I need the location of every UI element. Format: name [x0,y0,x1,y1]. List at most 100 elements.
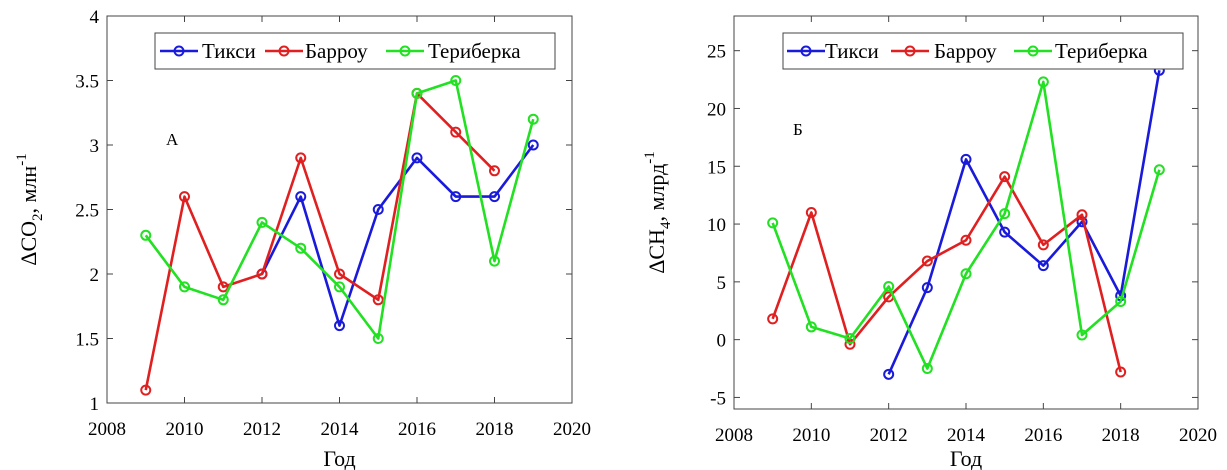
legend: Тикси Барроу Териберка [782,32,1184,70]
data-point [527,139,539,151]
legend-label: Тикси [825,39,879,63]
data-point [999,226,1011,238]
y-tick-label: 1 [90,394,100,415]
data-point [1076,209,1088,221]
data-point [527,113,539,125]
data-point [883,368,895,380]
data-point [921,363,933,375]
data-point [334,281,345,293]
series-3 [767,76,1165,375]
y-tick-label: 25 [707,42,726,63]
y-axis-label-unit: , млрд [644,164,669,222]
data-point [1037,76,1049,88]
chart-panel-2: 2008 2010 2012 2014 2016 2018 2020 -5 0 5 10 15 20 25… [642,15,1217,470]
y-axis-label: ΔCH4, млрд-1 [642,151,674,274]
y-tick-label: 1.5 [75,330,99,351]
data-point [883,280,895,292]
x-tick-label: 2012 [870,425,908,446]
legend: Тикси Барроу Териберка [154,32,556,70]
series-3 [140,75,539,344]
legend-swatch-marker [278,45,290,57]
legend-item: Териберка [1014,39,1148,63]
data-point [1115,366,1127,378]
x-tick-label: 2008 [715,425,753,446]
y-tick-label: 2 [90,265,100,286]
data-point [921,282,933,294]
y-tick-label: 3.5 [75,72,99,93]
data-point [295,242,307,254]
chart-panel-1: 2008 2010 2012 2014 2016 2018 2020 1 1.5 2 2.5 3 3.5… [14,7,591,470]
y-tick-label: 15 [707,157,726,178]
data-point [1037,260,1049,272]
data-point [179,281,190,293]
y-axis-label-base: ΔCO [16,221,41,266]
panel-label: Б [793,120,803,139]
data-point [921,255,933,267]
x-tick-label: 2020 [553,419,591,440]
data-point [844,332,856,344]
legend-label: Териберка [428,39,521,63]
legend-item: Тикси [160,39,256,63]
data-point [805,321,817,333]
x-tick-label: 2014 [947,425,986,446]
data-point [140,229,152,241]
series-line [144,79,535,340]
legend-item: Тикси [787,39,879,63]
legend-item: Барроу [891,39,997,63]
data-point [217,294,229,306]
y-axis-label: ΔCO2, млн-1 [14,153,46,265]
series-line [144,92,496,391]
x-tick-label: 2016 [1024,425,1062,446]
x-tick-label: 2010 [792,425,830,446]
data-point [217,281,229,293]
legend-swatch-marker [1027,45,1039,57]
x-axis-label: Год [323,446,355,470]
legend-label: Тикси [202,39,256,63]
y-tick-label: 4 [90,7,100,28]
x-tick-label: 2010 [166,419,204,440]
data-point [372,294,384,306]
x-tick-label: 2012 [243,419,281,440]
data-point [295,152,307,164]
x-tick-label: 2018 [1102,425,1140,446]
data-point [960,234,972,246]
data-point [256,216,268,228]
plot-frame [733,15,1199,410]
x-tick-label: 2018 [476,419,514,440]
data-point [450,75,462,86]
y-axis-label-base: ΔCH [644,229,669,274]
legend-label: Барроу [934,39,997,63]
legend-box [782,32,1184,70]
series-line [260,144,535,327]
data-point [179,191,190,203]
y-tick-label: 2.5 [75,201,99,222]
x-tick-label: 2016 [398,419,436,440]
series-line [887,70,1161,375]
y-tick-label: 10 [707,215,726,236]
panel-label: А [166,130,179,149]
data-point [767,217,779,229]
y-tick-label: 5 [717,273,727,294]
y-tick-label: 3 [90,136,100,157]
data-point [450,126,462,138]
legend-label: Барроу [305,39,368,63]
data-point [1153,164,1165,176]
data-point [295,191,307,203]
x-axis-label: Год [950,446,982,470]
data-point [489,165,500,177]
data-point [334,320,345,332]
data-point [999,171,1011,183]
data-point [256,268,268,280]
data-point [960,268,972,280]
legend-box [154,32,556,70]
plot-frame [106,15,573,404]
data-point [140,384,152,396]
x-tick-label: 2020 [1179,425,1217,446]
y-axis-label-sup: -1 [642,151,658,164]
y-axis-label-unit: , млн [16,166,41,214]
data-point [411,87,423,99]
y-tick-label: 0 [717,331,727,352]
data-point [1115,296,1127,308]
legend-swatch-marker [173,45,185,57]
